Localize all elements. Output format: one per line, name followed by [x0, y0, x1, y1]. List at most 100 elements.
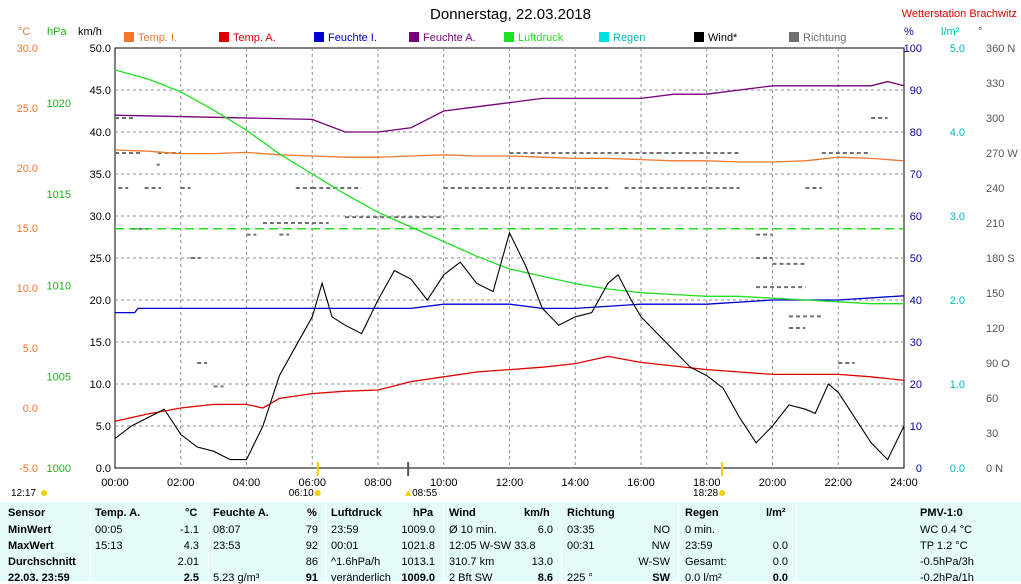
kmh-axis-tick: 0.0: [96, 463, 111, 475]
transit-label: 08:55: [412, 488, 437, 499]
table-cell-c6: 1021.8: [401, 540, 435, 552]
transit-arrow: [405, 490, 412, 496]
richtung-mark: [156, 163, 160, 166]
moon-label: 12:17: [11, 488, 36, 499]
hpa-axis-tick: 1000: [47, 463, 71, 475]
table-cell-label: Durchschnitt: [8, 556, 76, 568]
table-cell-c7: Ø 10 min.: [449, 524, 497, 536]
kmh-axis-tick: 20.0: [90, 295, 111, 307]
direction-axis-tick: 300: [986, 113, 1004, 125]
x-tick-label: 22:00: [824, 477, 852, 489]
x-tick-label: 10:00: [430, 477, 458, 489]
direction-axis-tick: 60: [986, 393, 998, 405]
direction-axis-tick: 90 O: [986, 358, 1010, 370]
rain-unit-label: l/m²: [941, 26, 960, 38]
temp-unit-label: °C: [18, 26, 30, 38]
station-name: Wetterstation Brachwitz: [901, 8, 1017, 20]
x-tick-label: 04:00: [233, 477, 261, 489]
legend-swatch: [789, 32, 799, 42]
percent-axis-tick: 0: [916, 463, 922, 475]
temp-axis-tick: 15.0: [17, 223, 38, 235]
temp-axis-tick: 30.0: [17, 43, 38, 55]
kmh-axis-tick: 25.0: [90, 253, 111, 265]
summary-table: Sensor Temp. A. °C Feuchte A. % Luftdruc…: [0, 502, 1021, 584]
sunset-label: 18:28: [693, 488, 718, 499]
sunrise-label: 06:10: [289, 488, 314, 499]
table-cell-c2: 2.01: [177, 556, 199, 568]
grid-lines: [115, 48, 904, 468]
table-divider: [678, 502, 679, 581]
table-cell-c13: WC 0.4 °C: [920, 524, 973, 536]
table-cell-c1: 00:05: [95, 524, 123, 536]
table-header-regen-unit: l/m²: [766, 507, 786, 519]
sunrise-dot: [314, 490, 321, 496]
table-cell-c13: -0.5hPa/3h: [920, 556, 974, 568]
direction-axis-tick: 210: [986, 218, 1004, 230]
table-cell-label: MinWert: [8, 524, 52, 536]
table-cell-c6: 1009.0: [401, 572, 435, 584]
direction-axis-tick: 330: [986, 78, 1004, 90]
legend-label: Regen: [613, 32, 645, 44]
x-tick-label: 16:00: [627, 477, 655, 489]
table-cell-c13: -0.2hPa/1h: [920, 572, 974, 584]
kmh-axis-tick: 10.0: [90, 379, 111, 391]
feuchte-innen-line: [115, 295, 905, 314]
temp-axis-tick: 0.0: [23, 403, 38, 415]
x-tick-label: 18:00: [693, 477, 721, 489]
temp-axis-tick: 10.0: [17, 283, 38, 295]
percent-axis-tick: 30: [910, 337, 922, 349]
table-cell-c2: 2.5: [183, 572, 199, 584]
legend-label: Richtung: [803, 32, 846, 44]
table-cell-c5: ^1.6hPa/h: [331, 556, 381, 568]
table-cell-c4: 91: [305, 572, 318, 584]
table-cell-c11: 0.0 l/m²: [685, 572, 722, 584]
rain-axis-tick: 2.0: [950, 295, 965, 307]
sunset-dot: [719, 490, 726, 496]
table-cell-c4: 79: [305, 524, 318, 536]
table-header-feuchte-unit: %: [307, 507, 317, 519]
hpa-axis-tick: 1015: [47, 189, 71, 201]
table-cell-c10: NW: [651, 540, 670, 552]
table-divider: [325, 502, 326, 581]
table-header-temp-a: Temp. A.: [95, 507, 141, 519]
percent-axis-tick: 80: [910, 127, 922, 139]
table-cell-c2: -1.1: [180, 524, 199, 536]
table-divider: [208, 502, 209, 581]
table-cell-c9: 225 °: [567, 572, 593, 584]
x-tick-label: 06:00: [298, 477, 326, 489]
table-cell-c13: TP 1.2 °C: [920, 540, 968, 552]
weather-chart: 00:00 02:00 04:00 06:00 08:00 10:00 12:00 14:00…: [11, 26, 1018, 499]
hpa-axis-tick: 1005: [47, 372, 71, 384]
percent-axis-tick: 70: [910, 169, 922, 181]
wind-line: [114, 231, 905, 461]
table-header-luftdruck: Luftdruck: [331, 507, 382, 519]
x-tick-label: 24:00: [890, 477, 918, 489]
temp-axis-tick: 25.0: [17, 103, 38, 115]
table-cell-c4: 92: [305, 540, 318, 552]
table-header-feuchte-a: Feuchte A.: [213, 507, 269, 519]
table-cell-c1: 15:13: [95, 540, 123, 552]
percent-axis-tick: 10: [910, 421, 922, 433]
luftdruck-line: [114, 69, 904, 305]
temp-aussen-line: [114, 355, 905, 422]
table-cell-c8: 6.0: [537, 524, 553, 536]
direction-axis-tick: 120: [986, 323, 1004, 335]
legend-label: Wind*: [708, 32, 738, 44]
kmh-axis-tick: 15.0: [90, 337, 111, 349]
x-tick-label: 00:00: [101, 477, 129, 489]
table-cell-c3: 5.23 g/m³: [213, 572, 260, 584]
percent-axis-tick: 20: [910, 379, 922, 391]
direction-axis-tick: 0 N: [986, 463, 1003, 475]
legend-swatch: [694, 32, 704, 42]
percent-axis-tick: 60: [910, 211, 922, 223]
hpa-axis-tick: 1020: [47, 98, 71, 110]
legend-swatch: [599, 32, 609, 42]
table-header-temp-unit: °C: [185, 507, 198, 519]
legend-label: Temp. A.: [233, 32, 276, 44]
table-cell-c9: 03:35: [567, 524, 595, 536]
percent-axis-tick: 90: [910, 85, 922, 97]
temp-axis-tick: 20.0: [17, 163, 38, 175]
table-header-pmv: PMV-1:0: [920, 507, 963, 519]
table-divider: [90, 502, 91, 581]
kmh-axis-tick: 50.0: [90, 43, 111, 55]
